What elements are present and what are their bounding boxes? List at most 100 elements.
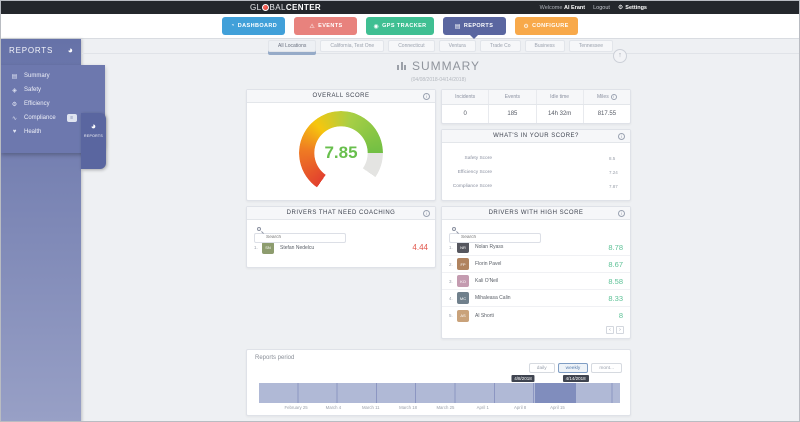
settings-link[interactable]: ⚙ Settings [617, 4, 647, 12]
score-bar-row: Compliance Score 7.87 [446, 179, 622, 193]
location-tab[interactable]: Tennessee [568, 40, 613, 52]
pager: ‹ › [606, 326, 624, 334]
card-title: DRIVERS THAT NEED COACHING [286, 210, 396, 216]
driver-score: 8.58 [608, 276, 623, 286]
logo[interactable]: GL BAL CENTER [250, 1, 321, 14]
score-bar-value: 7.87 [609, 183, 618, 189]
location-tab-label: Ventura [448, 43, 466, 49]
sidebar-handle-label: REPORTS [84, 134, 103, 138]
driver-row[interactable]: 2. FP Florin Pavel 8.67 [442, 256, 630, 273]
sidebar-item-label: Health [24, 129, 42, 135]
period-label: Reports period [255, 355, 295, 361]
nav-dashboard-button[interactable]: ◔ DASHBOARD [222, 17, 286, 35]
sidebar-menu: ▤ Summary ≡ ◈ Safety ≡ ⚙ Efficiency ≡ [1, 69, 105, 139]
up-arrow-icon: ↑ [618, 52, 622, 59]
axis-label: March 18 [399, 405, 418, 410]
location-tab[interactable]: Ventura [438, 40, 476, 52]
logout-link[interactable]: Logout [593, 4, 610, 11]
sidebar-header: REPORTS ◕ [1, 39, 81, 61]
nav-button-label: GPS TRACKER [382, 23, 427, 29]
search-icon [257, 227, 261, 231]
high-score-search-input[interactable] [449, 232, 541, 243]
driver-avatar: MC [457, 292, 469, 304]
nav-reports-button[interactable]: ▤ REPORTS [442, 17, 506, 35]
axis-label: April 8 [514, 405, 527, 410]
axis-label: February 25 [284, 405, 308, 410]
report-icon: ▤ [454, 23, 461, 30]
sidebar-item-safety[interactable]: ◈ Safety ≡ [1, 83, 105, 97]
compliance-badge[interactable]: ≡ [66, 114, 77, 122]
score-bar-label: Efficiency Score [457, 169, 492, 175]
location-tab[interactable]: All Locations [268, 40, 317, 52]
gear-icon: ⚙ [617, 5, 624, 11]
score-bar-label: Compliance Score [452, 183, 492, 189]
bar-chart-icon: ▤ [11, 73, 18, 80]
heart-icon: ♥ [12, 129, 17, 135]
driver-row[interactable]: 1. SN Stefan Nedelcu 4.44 [247, 239, 435, 256]
sidebar-item-label: Efficiency [24, 101, 50, 107]
axis-label: March 25 [436, 405, 455, 410]
location-tab-label: Business [534, 43, 555, 49]
stat-value-cell: 0 [442, 105, 490, 123]
card-title: DRIVERS WITH HIGH SCORE [488, 210, 584, 216]
sidebar-handle[interactable]: ◕ REPORTS [81, 113, 106, 169]
sidebar-item-summary[interactable]: ▤ Summary ≡ [1, 69, 105, 83]
location-tab[interactable]: California, Test One [320, 40, 385, 52]
coaching-search-input[interactable] [254, 232, 346, 243]
driver-score: 4.44 [412, 243, 428, 252]
page-header: SUMMARY (04/08/2018-04/14/2018) [246, 57, 631, 83]
nav-button-label: CONFIGURE [532, 23, 569, 29]
pager-next-button[interactable]: › [616, 326, 624, 334]
stats-card: Incidents Events Idle time Miles [441, 89, 631, 124]
reports-period-card: Reports period daily weekly mont... 4/8/… [246, 349, 631, 416]
bar-chart-icon [396, 62, 408, 70]
nav-gps-tracker-button[interactable]: ◉ GPS TRACKER [366, 17, 434, 35]
stat-header-cell: Idle time [537, 90, 584, 104]
stat-value-cell: 185 [489, 105, 537, 123]
daily-button[interactable]: daily [528, 363, 555, 373]
info-icon[interactable] [618, 133, 625, 140]
driver-score: 8.33 [608, 293, 623, 303]
sidebar-item-efficiency[interactable]: ⚙ Efficiency ≡ [1, 97, 105, 111]
driver-row[interactable]: 4. MC Mihaleasa Calin 8.33 [442, 290, 630, 307]
nav-events-button[interactable]: ⚠ EVENTS [294, 17, 358, 35]
location-tab[interactable]: Connecticut [388, 40, 435, 52]
timeline-band[interactable]: 4/8/2018 4/14/2018 [259, 375, 620, 403]
info-icon[interactable] [423, 210, 430, 217]
score-bar-label: Safety Score [464, 155, 492, 161]
driver-name: Kali O'Neil [475, 278, 499, 284]
location-tab-label: California, Test One [330, 43, 375, 49]
driver-avatar: SN [262, 241, 274, 254]
driver-row[interactable]: 1. NR Nolan Ryass 8.78 [442, 239, 630, 256]
location-tabs: All Locations California, Test One Conne… [82, 39, 799, 54]
axis-label: March 11 [361, 405, 380, 410]
sidebar-item-compliance[interactable]: ∿ Compliance ≡ [1, 111, 105, 125]
period-buttons: daily weekly mont... [528, 363, 622, 373]
driver-rank: 1. [449, 244, 453, 250]
nav-button-label: REPORTS [463, 23, 494, 29]
monthly-button[interactable]: mont... [591, 363, 622, 373]
driver-avatar: KO [457, 275, 469, 287]
gauge-ring [299, 111, 383, 195]
driver-avatar: NR [457, 241, 469, 253]
driver-score: 8.67 [608, 259, 623, 269]
driver-row[interactable]: 5. AS Al Shorti 8 [442, 307, 630, 324]
date-range: (04/08/2018-04/14/2018) [410, 77, 467, 83]
location-tab[interactable]: Business [524, 40, 565, 52]
pager-prev-button[interactable]: ‹ [606, 326, 614, 334]
driver-name: Nolan Ryass [475, 244, 504, 250]
axis-label: April 1 [476, 405, 489, 410]
weekly-button[interactable]: weekly [557, 363, 589, 373]
gauge-icon: ◔ [230, 23, 235, 29]
nav-configure-button[interactable]: ⚙ CONFIGURE [514, 17, 578, 35]
info-icon[interactable] [610, 94, 617, 100]
high-score-drivers-card: DRIVERS WITH HIGH SCORE 1. NR Nolan Ryas… [441, 206, 631, 339]
location-tab[interactable]: Trade Co [479, 40, 521, 52]
scroll-top-button[interactable]: ↑ [613, 49, 627, 63]
timeline-selection[interactable] [534, 383, 576, 403]
driver-row[interactable]: 3. KO Kali O'Neil 8.58 [442, 273, 630, 290]
info-icon[interactable] [423, 93, 430, 100]
info-icon[interactable] [618, 210, 625, 217]
driver-name: Stefan Nedelcu [280, 244, 315, 251]
sidebar-item-health[interactable]: ♥ Health ≡ [1, 125, 105, 139]
